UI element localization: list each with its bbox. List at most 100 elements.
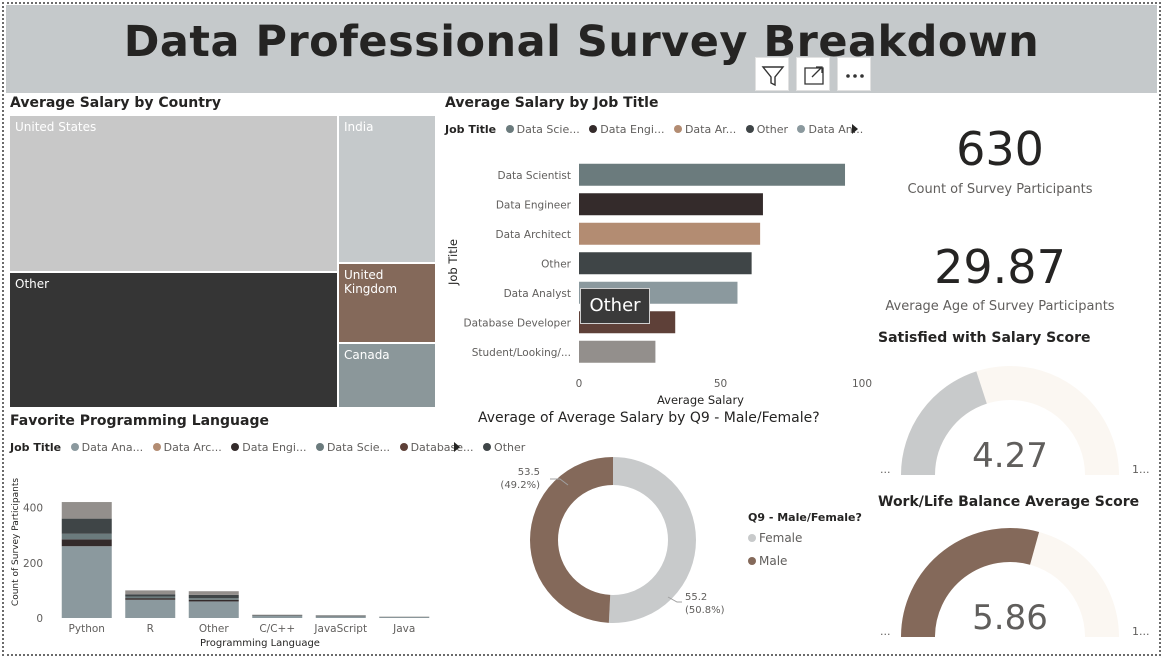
donut-ring [530, 457, 696, 623]
data-label: 53.5 (49.2%) [500, 467, 540, 491]
legend-item[interactable]: Data Scie... [326, 441, 391, 454]
lang-chart-title: Favorite Programming Language [10, 413, 269, 429]
treemap-tile-united-states[interactable]: United States [9, 115, 338, 272]
filter-button[interactable] [755, 57, 789, 91]
filter-icon [761, 66, 785, 87]
focus-mode-button[interactable] [796, 57, 830, 91]
bar-segment[interactable] [61, 546, 112, 618]
kpi-age-value: 29.87 [934, 240, 1066, 294]
legend-item[interactable]: Database... [410, 441, 474, 454]
salary-satisfaction-gauge: 4.27... 1... [880, 366, 1150, 476]
treemap-tile-india[interactable]: India [338, 115, 436, 263]
bar-segment[interactable] [125, 599, 176, 618]
legend-marker [231, 443, 240, 451]
legend-next-arrow-icon[interactable] [452, 441, 462, 453]
legend-item: Female [759, 531, 803, 545]
gender-donut-chart: 55.2 (50.8%) 53.5 (49.2%) [500, 457, 725, 623]
bar-segment[interactable] [188, 601, 239, 618]
category-label: R [147, 623, 154, 635]
header-banner: Data Professional Survey Breakdown [6, 5, 1157, 93]
x-axis-title: Programming Language [200, 638, 320, 649]
donut-legend-female[interactable]: Female [748, 531, 802, 545]
legend-marker [315, 443, 324, 451]
donut-legend-male[interactable]: Male [748, 554, 787, 568]
y-tick-label: 400 [23, 503, 43, 515]
bar-segment[interactable] [315, 616, 366, 618]
category-label: Java [392, 623, 415, 635]
legend-item[interactable]: Data Ana... [81, 441, 144, 454]
gauge-min-label: ... [880, 463, 891, 476]
legend-item[interactable]: Data Arc... [163, 441, 222, 454]
gauge-fill[interactable] [901, 371, 988, 476]
legend-item[interactable]: Data Ar... [684, 123, 737, 136]
treemap-tile-united-kingdom[interactable]: United Kingdom [338, 263, 436, 343]
job-bar-chart: Data Scientist Data Engineer Data Architec… [446, 163, 872, 407]
legend-item[interactable]: Data Scie... [516, 123, 580, 136]
more-options-button[interactable] [837, 57, 871, 91]
bar-segment[interactable] [188, 598, 239, 600]
gauge-value: 4.27 [972, 436, 1048, 476]
legend-marker [70, 443, 79, 451]
bar-segment[interactable] [61, 533, 112, 540]
treemap-tile-other[interactable]: Other [9, 272, 338, 408]
bar[interactable] [579, 340, 656, 363]
legend-item[interactable]: Data An... [808, 123, 864, 136]
legend-item[interactable]: Other [756, 123, 788, 136]
legend-item[interactable]: Data Engi... [242, 441, 307, 454]
leader-line [667, 596, 682, 603]
bar-segment[interactable] [125, 598, 176, 600]
bar-segment[interactable] [61, 539, 112, 547]
category-label: Other [541, 258, 571, 270]
category-label: Python [69, 623, 105, 635]
bar-segment[interactable] [188, 594, 239, 599]
gauge-salary-title: Satisfied with Salary Score [878, 330, 1091, 346]
bar-segment[interactable] [61, 518, 112, 534]
tile-label: United Kingdom [344, 268, 398, 296]
category-label: Other [199, 623, 229, 635]
legend-marker [673, 125, 682, 133]
legend-marker [748, 534, 756, 542]
bar-segment[interactable] [379, 617, 430, 618]
y-tick-label: 200 [23, 558, 43, 570]
category-label: Data Engineer [496, 199, 572, 211]
gauge-min-label: ... [880, 625, 891, 638]
data-label: 55.2 (50.8%) [685, 592, 725, 616]
bar-segment[interactable] [125, 596, 176, 599]
bar-segment[interactable] [125, 594, 176, 597]
legend-marker [152, 443, 161, 451]
legend-item[interactable]: Data Engi... [600, 123, 665, 136]
bar-segment[interactable] [61, 502, 112, 519]
bar-segment[interactable] [125, 590, 176, 595]
tile-label: United States [15, 120, 97, 134]
treemap-tile-canada[interactable]: Canada [338, 343, 436, 408]
leader-line [550, 478, 569, 486]
gauge-fill[interactable] [901, 528, 1040, 638]
gauge-max-label: 1... [1132, 463, 1150, 476]
legend-marker [748, 557, 756, 565]
x-tick-label: 50 [714, 378, 727, 390]
legend-next-arrow-icon[interactable] [850, 123, 860, 135]
gauge-worklife-title: Work/Life Balance Average Score [878, 494, 1140, 510]
legend-marker [745, 125, 754, 133]
bar[interactable] [579, 163, 846, 186]
legend-marker [797, 125, 806, 133]
bar[interactable] [579, 222, 761, 245]
legend-title: Job Title [445, 123, 497, 136]
legend-title: Job Title [10, 441, 62, 454]
bar-segment[interactable] [188, 599, 239, 602]
expand-icon [804, 66, 824, 85]
page-title: Data Professional Survey Breakdown [123, 17, 1040, 67]
legend-marker [589, 125, 598, 133]
donut-slice[interactable] [530, 457, 696, 623]
bar[interactable] [579, 252, 752, 275]
y-axis-title: Job Title [446, 239, 460, 286]
kpi-count-value: 630 [956, 122, 1044, 176]
bar-segment[interactable] [188, 591, 239, 595]
bar-segment[interactable] [252, 615, 303, 618]
category-label: Data Architect [496, 229, 572, 241]
x-tick-label: 100 [852, 378, 872, 390]
bar[interactable] [579, 193, 763, 216]
job-chart-title: Average Salary by Job Title [445, 95, 659, 111]
kpi-age-label: Average Age of Survey Participants [885, 299, 1115, 314]
legend-item[interactable]: Other [494, 441, 526, 454]
